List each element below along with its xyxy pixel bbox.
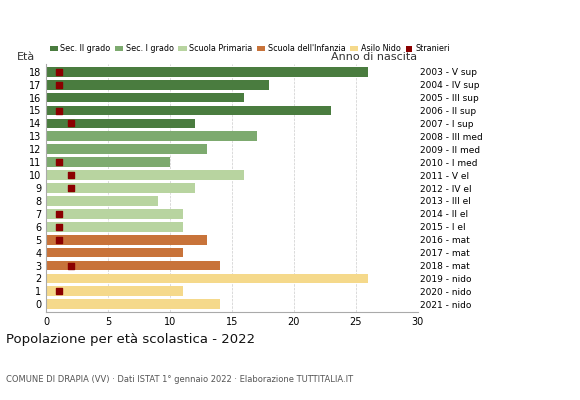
Bar [46,67,368,76]
Bar [46,235,207,244]
Point [67,262,76,269]
Bar [46,132,257,141]
Bar [46,300,220,309]
Bar [46,196,158,206]
Bar [46,118,195,128]
Text: COMUNE DI DRAPIA (VV) · Dati ISTAT 1° gennaio 2022 · Elaborazione TUTTITALIA.IT: COMUNE DI DRAPIA (VV) · Dati ISTAT 1° ge… [6,375,353,384]
Text: Età: Età [17,52,35,62]
Bar [46,209,183,219]
Bar [46,170,244,180]
Point [54,211,63,217]
Point [67,120,76,127]
Bar [46,144,207,154]
Bar [46,183,195,193]
Bar [46,106,331,115]
Bar [46,261,220,270]
Bar [46,286,183,296]
Point [54,68,63,75]
Bar [46,222,183,232]
Point [54,82,63,88]
Point [54,288,63,294]
Point [67,172,76,178]
Point [67,185,76,191]
Point [54,159,63,165]
Point [54,224,63,230]
Bar [46,248,183,258]
Text: Anno di nascita: Anno di nascita [332,52,418,62]
Point [54,236,63,243]
Bar [46,157,170,167]
Bar [46,274,368,283]
Bar [46,93,244,102]
Point [54,107,63,114]
Legend: Sec. II grado, Sec. I grado, Scuola Primaria, Scuola dell'Infanzia, Asilo Nido, : Sec. II grado, Sec. I grado, Scuola Prim… [46,41,454,56]
Text: Popolazione per età scolastica - 2022: Popolazione per età scolastica - 2022 [6,333,255,346]
Bar [46,80,269,90]
